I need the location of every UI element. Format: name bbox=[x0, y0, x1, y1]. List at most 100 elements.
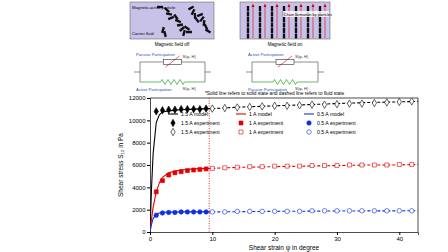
data-point bbox=[198, 167, 202, 171]
wire bbox=[252, 62, 276, 63]
data-point bbox=[385, 163, 389, 167]
arrow-head bbox=[276, 4, 279, 8]
label: Active Participation bbox=[248, 52, 284, 57]
particle bbox=[295, 17, 297, 22]
element bbox=[276, 60, 294, 65]
data-point bbox=[410, 98, 414, 105]
tick: 12000 bbox=[129, 95, 150, 101]
data-point bbox=[310, 164, 314, 168]
data-point bbox=[179, 170, 183, 174]
data-point bbox=[247, 209, 252, 214]
label: Passive Participation bbox=[136, 52, 176, 57]
wire bbox=[140, 62, 141, 82]
particle bbox=[307, 28, 309, 33]
field-arrow bbox=[325, 5, 326, 38]
figure: Magneto-active particleCarrier fluidMagn… bbox=[0, 0, 448, 252]
data-point bbox=[285, 209, 290, 214]
chains bbox=[247, 4, 327, 39]
data-point bbox=[179, 210, 184, 215]
data-point bbox=[210, 166, 214, 170]
particle bbox=[319, 17, 321, 22]
tick-label: 8000 bbox=[132, 140, 146, 146]
data-point bbox=[185, 169, 189, 173]
legend-label: 0.5 A experiment bbox=[317, 129, 356, 135]
model-line bbox=[150, 109, 212, 232]
tick: 8000 bbox=[132, 140, 150, 146]
field-arrow bbox=[265, 5, 266, 38]
tick-label: 10000 bbox=[129, 118, 146, 124]
data-point bbox=[173, 106, 177, 113]
particle bbox=[186, 31, 192, 34]
data-point bbox=[235, 209, 240, 214]
data-point bbox=[160, 107, 164, 114]
data-point bbox=[204, 167, 208, 171]
particle bbox=[271, 12, 273, 17]
particle bbox=[197, 13, 203, 17]
wire bbox=[134, 72, 140, 73]
arrow-head bbox=[312, 4, 315, 8]
particle bbox=[191, 9, 196, 15]
data-point bbox=[360, 163, 364, 167]
particle bbox=[295, 34, 297, 39]
legend-swatch bbox=[307, 130, 312, 135]
data-point bbox=[173, 210, 178, 215]
label: Chain formation by particles bbox=[284, 12, 332, 17]
particle bbox=[168, 16, 174, 20]
tick: 6000 bbox=[132, 162, 150, 168]
tick: 2000 bbox=[132, 207, 150, 213]
data-point bbox=[322, 101, 326, 108]
element bbox=[164, 60, 182, 65]
particle bbox=[259, 12, 261, 17]
particle bbox=[188, 5, 194, 10]
particle bbox=[259, 23, 261, 28]
particle bbox=[271, 6, 273, 11]
particle bbox=[247, 17, 249, 22]
data-point bbox=[204, 210, 209, 215]
tick: 0 bbox=[142, 229, 150, 235]
data-point bbox=[285, 102, 289, 109]
particle bbox=[194, 13, 197, 19]
particles bbox=[157, 5, 211, 37]
data-point bbox=[397, 162, 401, 166]
data-point bbox=[385, 99, 389, 106]
variable-arrow bbox=[166, 56, 180, 67]
legend-label: 1 A experiment bbox=[249, 129, 284, 135]
rheology-model: Passive ParticipationS(ψ, H)Active Parti… bbox=[134, 52, 211, 92]
tick-label: 0 bbox=[149, 236, 153, 242]
data-point bbox=[310, 101, 314, 108]
particle bbox=[295, 23, 297, 28]
label: Magnetic field on bbox=[268, 42, 303, 47]
arrow-head bbox=[264, 4, 267, 8]
data-point bbox=[210, 105, 214, 112]
axis-line bbox=[151, 233, 419, 236]
arrow-head bbox=[252, 4, 255, 8]
data-point bbox=[372, 99, 376, 106]
data-point bbox=[272, 209, 277, 214]
tick-mark bbox=[275, 232, 276, 235]
particle bbox=[259, 17, 261, 22]
data-point bbox=[191, 210, 196, 215]
data-point bbox=[372, 163, 376, 167]
diagram: Magneto-active particleCarrier fluidMagn… bbox=[130, 2, 332, 92]
data-point bbox=[192, 168, 196, 172]
axis-line bbox=[147, 99, 151, 233]
data-point bbox=[273, 102, 277, 109]
data-point bbox=[397, 209, 402, 214]
data-point bbox=[385, 209, 390, 214]
particle bbox=[283, 28, 285, 33]
model-line bbox=[150, 212, 212, 232]
data-point bbox=[260, 103, 264, 110]
tick-label: 30 bbox=[334, 236, 341, 242]
data-point bbox=[235, 104, 239, 111]
label: Active Participation bbox=[136, 87, 172, 92]
data-point bbox=[347, 100, 351, 107]
wire bbox=[318, 62, 319, 82]
data-point bbox=[223, 104, 227, 111]
legend-label: 0.5 A model bbox=[317, 111, 344, 117]
data-point bbox=[260, 165, 264, 169]
y-axis: 020004000600080001000012000 bbox=[129, 95, 151, 235]
wire bbox=[318, 72, 324, 73]
data-point bbox=[173, 171, 177, 175]
particle bbox=[283, 34, 285, 39]
tick-label: 6000 bbox=[132, 162, 146, 168]
